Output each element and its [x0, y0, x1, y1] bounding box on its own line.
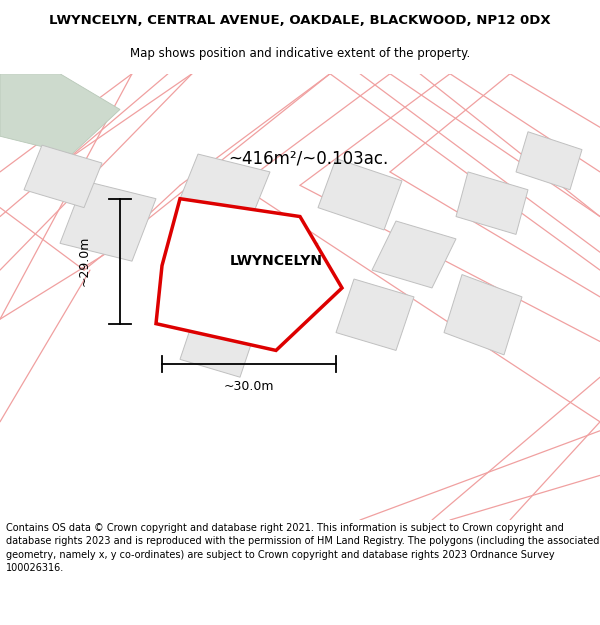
Text: LWYNCELYN: LWYNCELYN: [229, 254, 323, 268]
Text: Contains OS data © Crown copyright and database right 2021. This information is : Contains OS data © Crown copyright and d…: [6, 523, 599, 572]
Polygon shape: [180, 154, 270, 216]
Polygon shape: [0, 74, 120, 154]
Text: Map shows position and indicative extent of the property.: Map shows position and indicative extent…: [130, 47, 470, 59]
Polygon shape: [516, 132, 582, 190]
Polygon shape: [240, 226, 318, 288]
Polygon shape: [318, 159, 402, 230]
Polygon shape: [24, 145, 102, 208]
Text: LWYNCELYN, CENTRAL AVENUE, OAKDALE, BLACKWOOD, NP12 0DX: LWYNCELYN, CENTRAL AVENUE, OAKDALE, BLAC…: [49, 14, 551, 27]
Polygon shape: [60, 181, 156, 261]
Polygon shape: [180, 306, 258, 378]
Polygon shape: [156, 199, 342, 351]
Text: ~416m²/~0.103ac.: ~416m²/~0.103ac.: [228, 149, 388, 168]
Polygon shape: [336, 279, 414, 351]
Text: ~30.0m: ~30.0m: [224, 379, 274, 392]
Polygon shape: [372, 221, 456, 288]
Text: ~29.0m: ~29.0m: [77, 236, 91, 286]
Polygon shape: [456, 172, 528, 234]
Polygon shape: [444, 274, 522, 355]
